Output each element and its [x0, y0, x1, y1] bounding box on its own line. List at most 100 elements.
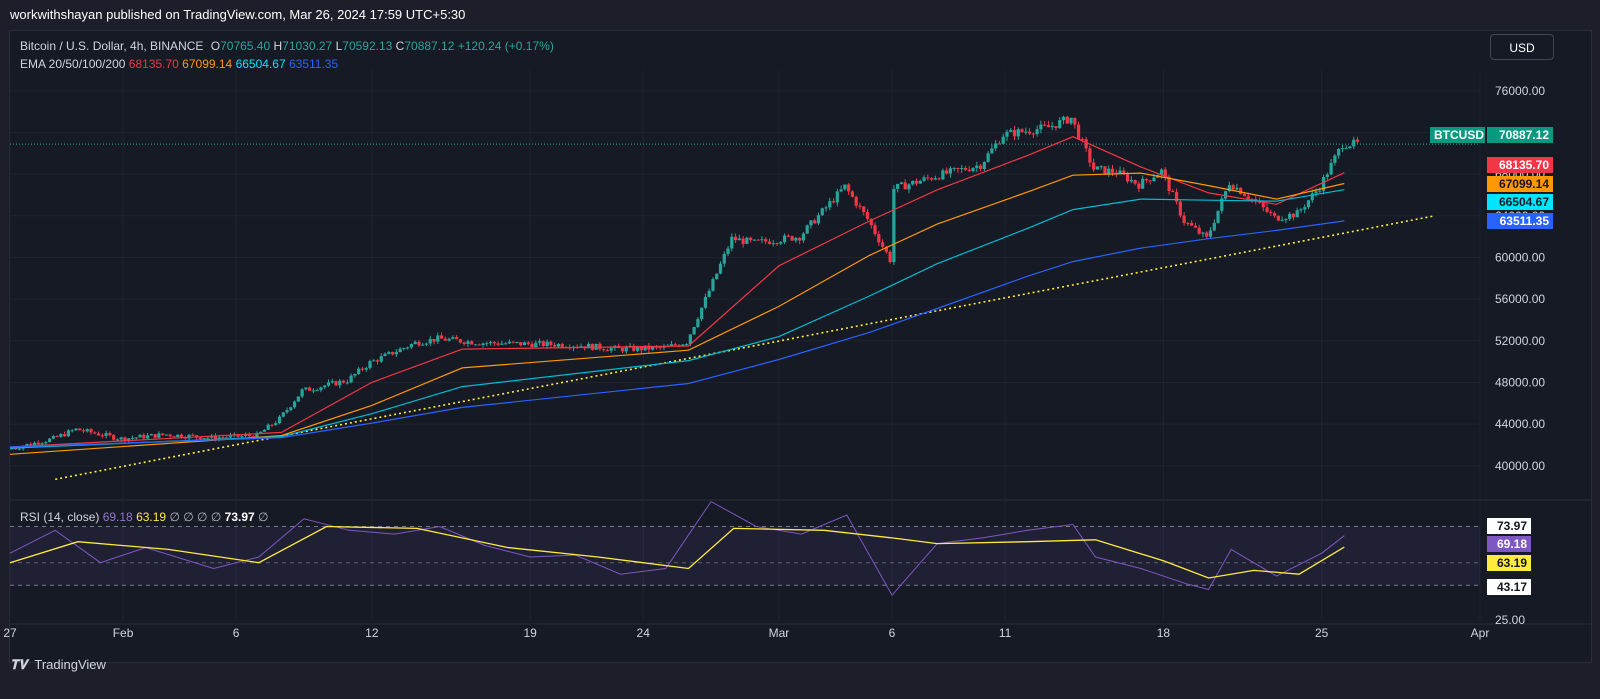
- candle-body: [1137, 183, 1141, 189]
- candle-body: [51, 436, 55, 439]
- candle-body: [579, 346, 583, 348]
- candle-body: [119, 437, 123, 440]
- candle-body: [1227, 185, 1231, 192]
- candle-body: [624, 347, 628, 352]
- time-axis-label: Feb: [113, 626, 134, 640]
- rsi-line: [9, 500, 1345, 597]
- candle-body: [1178, 201, 1182, 216]
- candle-body: [1001, 136, 1005, 144]
- candle-body: [164, 434, 169, 436]
- candle-body: [858, 205, 862, 207]
- candle-body: [1352, 139, 1356, 147]
- candle-body: [862, 206, 866, 213]
- candle-body: [948, 168, 953, 174]
- candle-body: [142, 434, 146, 439]
- candle-body: [93, 432, 97, 434]
- candle-body: [330, 381, 334, 383]
- candle-body: [1148, 180, 1152, 182]
- candle-body: [820, 208, 824, 216]
- rsi-axis-label: 25.00: [1495, 613, 1525, 627]
- price-axis-label: 56000.00: [1495, 292, 1545, 306]
- candle-body: [247, 434, 251, 437]
- rsi-upper-value: 73.97: [224, 510, 255, 524]
- rsi-label[interactable]: RSI (14, close): [20, 510, 100, 524]
- candle-body: [1261, 202, 1265, 208]
- candle-body: [439, 335, 444, 339]
- candle-body: [1174, 192, 1179, 202]
- candle-body: [760, 239, 764, 241]
- candle-body: [1337, 148, 1341, 156]
- candle-body: [315, 390, 319, 392]
- candle-body: [824, 207, 828, 209]
- time-axis-label: 27: [3, 626, 17, 640]
- candle-body: [225, 437, 229, 439]
- candle-body: [877, 234, 881, 243]
- candle-body: [1276, 215, 1280, 221]
- candle-body: [850, 191, 855, 197]
- candle-body: [707, 290, 711, 297]
- candle-body: [1046, 125, 1051, 128]
- candle-body: [470, 341, 474, 345]
- candle-body: [651, 346, 655, 350]
- candle-body: [1050, 126, 1054, 128]
- candle-body: [854, 196, 858, 206]
- candle-body: [945, 170, 949, 174]
- candle-body: [722, 253, 726, 264]
- currency-button[interactable]: USD: [1490, 34, 1554, 60]
- candle-body: [1103, 166, 1107, 174]
- time-axis-label: 11: [999, 626, 1012, 640]
- candle-body: [764, 239, 768, 242]
- candle-body: [956, 167, 960, 170]
- candle-body: [952, 167, 956, 169]
- candle-body: [360, 368, 365, 370]
- candle-body: [1355, 139, 1360, 142]
- candle-body: [696, 319, 700, 327]
- candle-body: [172, 436, 176, 438]
- time-axis-label: Apr: [1471, 626, 1490, 640]
- change-value: +120.24 (+0.17%): [457, 39, 554, 53]
- rsi-upper-tag: 73.97: [1487, 518, 1531, 534]
- candle-body: [715, 273, 719, 280]
- candle-body: [537, 341, 542, 343]
- candle-body: [1073, 117, 1077, 125]
- candle-body: [194, 435, 199, 438]
- candle-body: [153, 434, 157, 438]
- tradingview-logo-text[interactable]: TradingView: [34, 657, 106, 672]
- candle-body: [673, 344, 677, 346]
- candle-body: [745, 237, 749, 244]
- candle-body: [602, 349, 606, 351]
- candle-body: [1076, 124, 1081, 139]
- time-axis-label: Mar: [769, 626, 790, 640]
- rsi-na-1: ∅: [169, 510, 180, 524]
- candle-body: [66, 430, 71, 437]
- candle-body: [801, 233, 806, 241]
- ema50-line: [9, 172, 1345, 455]
- candle-body: [447, 338, 451, 341]
- candle-body: [130, 437, 135, 439]
- candle-body: [85, 429, 89, 432]
- candle-body: [692, 326, 696, 335]
- candle-body: [379, 356, 383, 362]
- candle-body: [436, 335, 440, 342]
- candle-body: [941, 170, 945, 180]
- candle-body: [975, 165, 979, 168]
- ema-label[interactable]: EMA 20/50/100/200: [20, 57, 126, 71]
- candle-body: [1190, 222, 1194, 226]
- ema50-value: 67099.14: [182, 57, 233, 71]
- candle-body: [786, 235, 790, 237]
- close-value: 70887.12: [404, 39, 455, 53]
- rsi-na-3: ∅: [197, 510, 208, 524]
- tradingview-logo-icon[interactable]: 𝐓𝐕: [10, 657, 27, 672]
- candle-body: [839, 189, 843, 192]
- candle-body: [1024, 131, 1028, 133]
- symbol-title[interactable]: Bitcoin / U.S. Dollar, 4h, BINANCE: [20, 39, 204, 53]
- low-label: L: [335, 39, 343, 53]
- candle-body: [813, 220, 817, 224]
- candle-body: [202, 438, 206, 440]
- candle-body: [104, 433, 108, 437]
- candle-body: [1216, 210, 1220, 223]
- candle-body: [390, 351, 395, 355]
- candle-body: [703, 296, 708, 308]
- candle-body: [443, 338, 447, 341]
